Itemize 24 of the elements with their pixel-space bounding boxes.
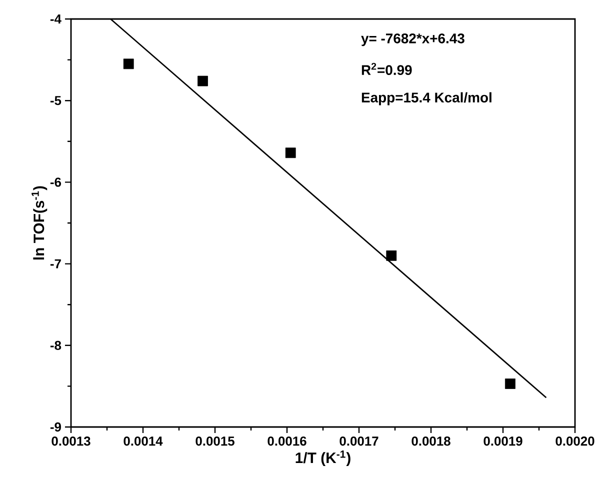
point [285,148,296,158]
annotation: Eapp=15.4 Kcal/mol [362,92,492,106]
y-tick-label: -6 [50,178,62,187]
y-tick-label: -9 [50,422,61,432]
x-tick-label: 0.0018 [412,436,450,446]
point [505,378,516,389]
y-tick-label: -8 [50,340,62,350]
annotation: y= -7682*x+6.43 [361,33,464,46]
x-tick-label: 0.0016 [268,436,306,446]
x-axis-title: 1/T (K$^{-1}$) [296,450,350,466]
x-tick-label: 0.0013 [52,436,90,446]
y-tick-label: -7 [50,259,61,268]
y-tick-label: -4 [50,14,62,24]
x-tick-label: 0.0019 [484,436,522,446]
annotation: R$^{2}$=0.99 [362,62,412,76]
x-tick-label: 0.0020 [556,436,594,446]
x-tick-label: 0.0014 [124,436,163,446]
point [123,58,134,70]
point [198,76,208,86]
x-tick-label: 0.0017 [340,436,378,446]
point [386,250,397,261]
y-tick-label: -5 [50,96,62,106]
x-tick-label: 0.0015 [196,436,234,446]
y-axis-title: ln TOF(s$^{-1}$) [32,186,48,260]
